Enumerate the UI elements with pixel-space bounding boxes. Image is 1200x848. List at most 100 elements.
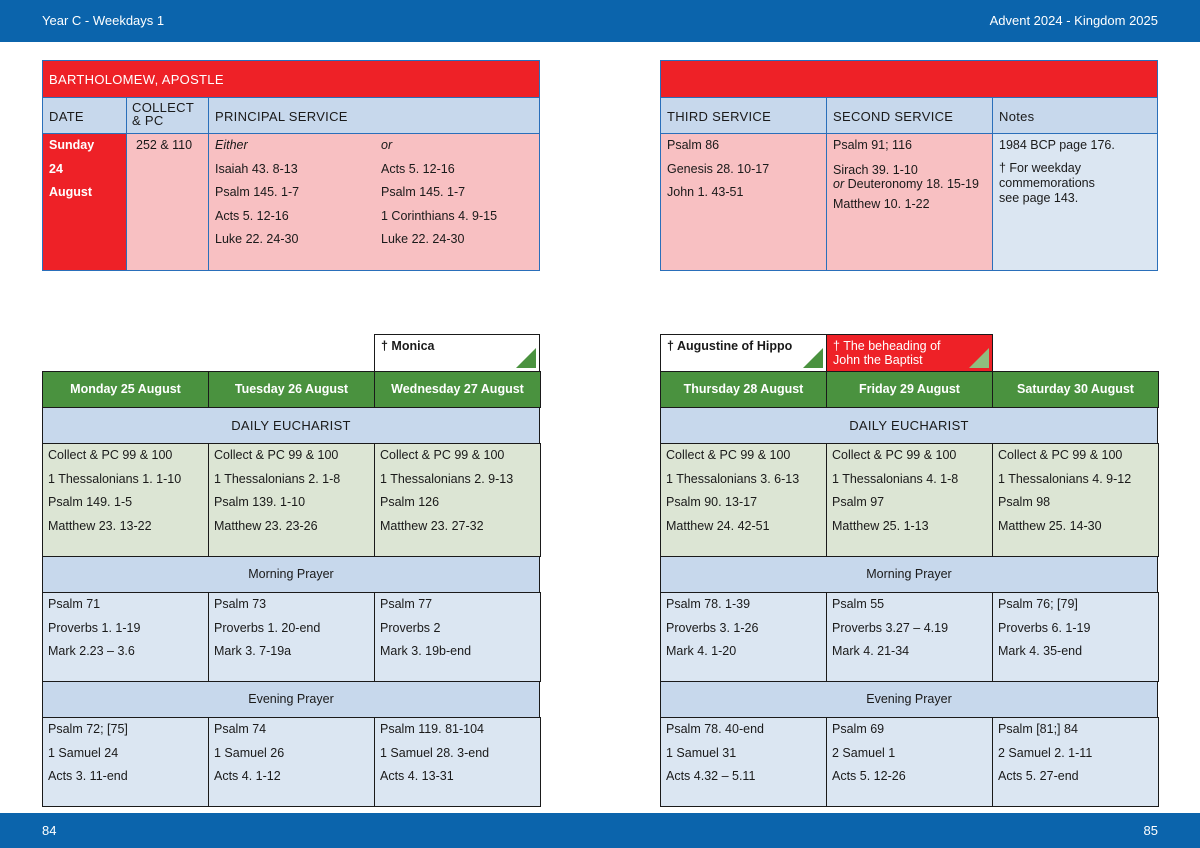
evening-cell: Psalm 119. 81-104 1 Samuel 28. 3-end Acts …	[374, 717, 541, 807]
morning-reading: Psalm 76; [79]	[998, 597, 1078, 611]
commemoration-thu-text: † Augustine of Hippo	[667, 339, 793, 353]
feast-notes-cell: 1984 BCP page 176. † For weekday commemo…	[992, 133, 1158, 271]
morning-cell: Psalm 55 Proverbs 3.27 – 4.19 Mark 4. 21-3…	[826, 592, 993, 682]
feast-principal-cell: Either Isaiah 43. 8-13 Psalm 145. 1-7 Ac…	[208, 133, 540, 271]
morning-reading-list: Psalm 73 Proverbs 1. 20-end Mark 3. 7-19a	[214, 593, 320, 664]
evening-reading: Psalm 72; [75]	[48, 722, 128, 736]
commemoration-fri-line: † The beheading of	[833, 339, 941, 353]
morning-reading: Proverbs 3.27 – 4.19	[832, 620, 949, 635]
evening-reading: Acts 4. 13-31	[380, 769, 454, 783]
eucharist-reading: Psalm 149. 1-5	[48, 495, 133, 509]
second-reading: Deuteronomy 18. 15-19	[847, 176, 979, 191]
morning-reading: Psalm 55	[832, 597, 885, 611]
eucharist-reading: Matthew 24. 42-51	[666, 518, 770, 533]
morning-reading: Proverbs 2	[380, 620, 441, 635]
principal-either-list: Either Isaiah 43. 8-13 Psalm 145. 1-7 Ac…	[215, 134, 299, 252]
eucharist-reading: 1 Thessalonians 3. 6-13	[666, 471, 800, 486]
feast-title-text: BARTHOLOMEW, APOSTLE	[49, 72, 224, 87]
eucharist-reading: 1 Thessalonians 4. 9-12	[998, 471, 1132, 486]
evening-reading: 1 Samuel 28. 3-end	[380, 745, 490, 760]
evening-reading-list: Psalm 78. 40-end 1 Samuel 31 Acts 4.32 – 5…	[666, 718, 764, 789]
eucharist-reading: Psalm 139. 1-10	[214, 495, 306, 509]
evening-reading: 2 Samuel 2. 1-11	[998, 745, 1093, 760]
second-or: or	[833, 176, 845, 191]
evening-reading: 1 Samuel 31	[666, 745, 737, 760]
evening-cell: Psalm 72; [75] 1 Samuel 24 Acts 3. 11-end	[42, 717, 209, 807]
morning-reading: Mark 4. 1-20	[666, 644, 737, 658]
col-header-collect-text: COLLECT & PC	[132, 100, 194, 128]
principal-reading: Luke 22. 24-30	[381, 232, 465, 246]
morning-cell: Psalm 73 Proverbs 1. 20-end Mark 3. 7-19a	[208, 592, 375, 682]
morning-cell: Psalm 71 Proverbs 1. 1-19 Mark 2.23 – 3.6	[42, 592, 209, 682]
evening-reading-list: Psalm 119. 81-104 1 Samuel 28. 3-end Acts …	[380, 718, 489, 789]
col-header-notes-text: Notes	[999, 109, 1035, 124]
evening-reading-list: Psalm 74 1 Samuel 26 Acts 4. 1-12	[214, 718, 284, 789]
section-evening-prayer: Evening Prayer	[660, 681, 1158, 718]
feast-title: BARTHOLOMEW, APOSTLE	[42, 60, 540, 98]
corner-triangle-icon	[516, 348, 536, 368]
eucharist-reading-list: Collect & PC 99 & 100 1 Thessalonians 3. …	[666, 444, 799, 538]
col-header-date-text: DATE	[49, 109, 84, 124]
feast-date-num: 24	[49, 161, 63, 176]
col-header-date: DATE	[42, 97, 127, 134]
eucharist-reading: Matthew 23. 27-32	[380, 518, 484, 533]
second-reading: Sirach 39. 1-10	[833, 162, 918, 177]
day-header: Friday 29 August	[826, 371, 993, 408]
feast-collect-cell: 252 & 110	[126, 133, 209, 271]
evening-cell: Psalm 78. 40-end 1 Samuel 31 Acts 4.32 – 5…	[660, 717, 827, 807]
evening-reading: Psalm 74	[214, 722, 267, 736]
eucharist-reading: 1 Thessalonians 2. 1-8	[214, 471, 341, 486]
eucharist-reading-list: Collect & PC 99 & 100 1 Thessalonians 4. …	[832, 444, 958, 538]
commemoration-wed-text: † Monica	[381, 339, 435, 353]
evening-cell: Psalm 69 2 Samuel 1 Acts 5. 12-26	[826, 717, 993, 807]
morning-reading: Proverbs 3. 1-26	[666, 620, 759, 635]
page-header: Year C - Weekdays 1 Advent 2024 - Kingdo…	[0, 0, 1200, 42]
third-reading: John 1. 43-51	[667, 185, 744, 199]
section-eucharist: DAILY EUCHARIST	[42, 407, 540, 444]
evening-reading: Psalm 78. 40-end	[666, 722, 764, 736]
morning-reading: Mark 3. 7-19a	[214, 644, 292, 658]
feast-third-cell: Psalm 86 Genesis 28. 10-17 John 1. 43-51	[660, 133, 827, 271]
eucharist-reading: Matthew 25. 1-13	[832, 518, 929, 533]
col-header-principal: PRINCIPAL SERVICE	[208, 97, 540, 134]
eucharist-cell: Collect & PC 99 & 100 1 Thessalonians 4. …	[992, 443, 1159, 557]
principal-reading: Acts 5. 12-16	[381, 161, 455, 176]
feast-second-cell: Psalm 91; 116 Sirach 39. 1-10 or Deutero…	[826, 133, 993, 271]
col-header-collect: COLLECT & PC	[126, 97, 209, 134]
note-line: commemorations	[999, 175, 1095, 190]
eucharist-reading: Matthew 25. 14-30	[998, 518, 1102, 533]
commemoration-fri-line: John the Baptist	[833, 353, 923, 367]
third-reading: Psalm 86	[667, 138, 720, 152]
evening-reading: Acts 4.32 – 5.11	[666, 769, 756, 783]
eucharist-reading: Collect & PC 99 & 100	[666, 448, 791, 462]
evening-reading: Acts 3. 11-end	[48, 769, 128, 783]
eucharist-cell: Collect & PC 99 & 100 1 Thessalonians 3. …	[660, 443, 827, 557]
morning-reading: Mark 2.23 – 3.6	[48, 644, 135, 658]
principal-reading: Acts 5. 12-16	[215, 208, 289, 223]
morning-reading: Psalm 77	[380, 597, 433, 611]
eucharist-reading-list: Collect & PC 99 & 100 1 Thessalonians 2. …	[214, 444, 340, 538]
commemoration-fri-text: † The beheading of John the Baptist	[833, 339, 941, 367]
eucharist-reading: Psalm 98	[998, 495, 1051, 509]
feast-date: Sunday 24 August	[49, 134, 94, 205]
evening-reading-list: Psalm [81;] 84 2 Samuel 2. 1-11 Acts 5. 27…	[998, 718, 1092, 789]
col-header-third: THIRD SERVICE	[660, 97, 827, 134]
eucharist-cell: Collect & PC 99 & 100 1 Thessalonians 4. …	[826, 443, 993, 557]
evening-reading: Psalm 119. 81-104	[380, 722, 484, 736]
evening-reading: Acts 5. 12-26	[832, 769, 906, 783]
morning-reading: Mark 4. 35-end	[998, 644, 1083, 658]
morning-reading: Psalm 71	[48, 597, 101, 611]
col-header-principal-text: PRINCIPAL SERVICE	[215, 109, 348, 124]
morning-cell: Psalm 78. 1-39 Proverbs 3. 1-26 Mark 4. 1-…	[660, 592, 827, 682]
eucharist-reading: Collect & PC 99 & 100	[380, 448, 505, 462]
col-header-notes: Notes	[992, 97, 1158, 134]
morning-reading-list: Psalm 71 Proverbs 1. 1-19 Mark 2.23 – 3.6	[48, 593, 140, 664]
notes-list: 1984 BCP page 176. † For weekday commemo…	[999, 134, 1115, 206]
principal-either: Either	[215, 138, 248, 152]
day-header: Monday 25 August	[42, 371, 209, 408]
eucharist-cell: Collect & PC 99 & 100 1 Thessalonians 2. …	[374, 443, 541, 557]
evening-reading-list: Psalm 69 2 Samuel 1 Acts 5. 12-26	[832, 718, 906, 789]
feast-date-cell: Sunday 24 August	[42, 133, 127, 271]
eucharist-reading: 1 Thessalonians 4. 1-8	[832, 471, 959, 486]
morning-reading: Psalm 73	[214, 597, 267, 611]
